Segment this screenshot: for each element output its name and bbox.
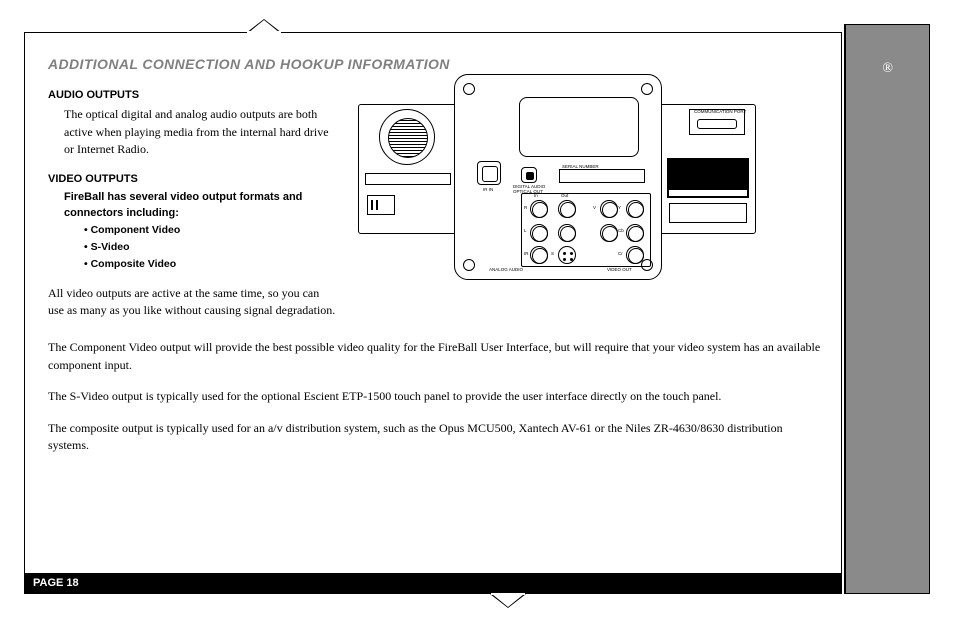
serial-label: SERIAL NUMBER — [562, 164, 599, 171]
page-number-bar: PAGE 18 — [25, 573, 841, 593]
video-heading: VIDEO OUTPUTS — [48, 172, 338, 188]
l-label: L — [524, 228, 527, 235]
optical-out-jack — [521, 167, 537, 183]
manual-page: ADDITIONAL CONNECTION AND HOOKUP INFORMA… — [0, 0, 954, 618]
bullet-component: • Component Video — [84, 222, 338, 239]
rca-jack — [530, 224, 548, 242]
screw-icon — [463, 259, 475, 271]
screw-icon — [463, 83, 475, 95]
video-out-label: VIDEO OUT — [607, 267, 632, 274]
bottom-tab-fill — [492, 594, 524, 607]
bullet-composite: • Composite Video — [84, 256, 338, 273]
comm-port-label: COMMUNICATION PORT — [694, 109, 746, 116]
bullet-svideo: • S-Video — [84, 239, 338, 256]
top-tab-gap — [247, 31, 281, 33]
y-label: Y — [618, 205, 621, 212]
analog-audio-label: ANALOG AUDIO — [489, 267, 523, 274]
power-prongs — [371, 200, 378, 210]
ir-in-label: IR IN — [483, 187, 493, 194]
rca-jack — [558, 224, 576, 242]
audio-heading: AUDIO OUTPUTS — [48, 88, 338, 104]
para-svideo: The S-Video output is typically used for… — [48, 388, 824, 405]
rca-jack — [530, 246, 548, 264]
rear-panel-diagram: COMMUNICATION PORT IR IN DIGITAL AUDIO O… — [358, 74, 758, 284]
r-label: R — [524, 205, 527, 212]
rca-jack — [626, 246, 644, 264]
video-bullets: • Component Video • S-Video • Composite … — [48, 222, 338, 272]
para-all-active: All video outputs are active at the same… — [48, 285, 338, 320]
jack-panel: In Out R L — [521, 193, 651, 267]
central-panel: IR IN DIGITAL AUDIO OPTICAL OUT SERIAL N… — [454, 74, 662, 280]
comm-port-slot — [697, 119, 737, 129]
cb-label: Cb — [618, 228, 624, 235]
out-label: Out — [561, 193, 568, 200]
para-component: The Component Video output will provide … — [48, 339, 824, 374]
s-label: S — [551, 251, 554, 258]
vent-bar — [365, 173, 451, 185]
rca-jack — [600, 200, 618, 218]
rca-jack — [626, 224, 644, 242]
para-composite: The composite output is typically used f… — [48, 420, 824, 455]
registered-symbol: ® — [882, 61, 893, 77]
right-strip — [669, 203, 747, 223]
bottom-tab-gap — [491, 593, 525, 595]
cr-label: Cr — [618, 251, 623, 258]
rca-jack — [626, 200, 644, 218]
screw-icon — [641, 83, 653, 95]
left-column: AUDIO OUTPUTS The optical digital and an… — [48, 88, 338, 333]
rca-jack — [600, 224, 618, 242]
audio-text: The optical digital and analog audio out… — [48, 106, 338, 158]
video-intro: FireBall has several video output format… — [48, 190, 338, 222]
v-label: V — [593, 205, 596, 212]
content-region: ADDITIONAL CONNECTION AND HOOKUP INFORMA… — [48, 54, 824, 558]
brand-logo: ESCIENT — [939, 162, 954, 487]
page-number: PAGE 18 — [33, 577, 79, 589]
rca-jack — [558, 200, 576, 218]
serial-number-box: SERIAL NUMBER — [559, 169, 645, 183]
sidebar: ® ESCIENT FireBall™ SE-160i User's Manua… — [844, 24, 930, 594]
body-below: The Component Video output will provide … — [48, 333, 824, 454]
in-label: In — [534, 193, 538, 200]
ir-label: IR — [524, 251, 529, 258]
power-switch — [477, 161, 501, 185]
fan-vent — [379, 109, 435, 165]
display-screen — [519, 97, 639, 157]
section-title: ADDITIONAL CONNECTION AND HOOKUP INFORMA… — [48, 54, 824, 74]
product-label-stripe — [669, 190, 747, 196]
svideo-jack — [558, 246, 576, 264]
rca-jack — [530, 200, 548, 218]
